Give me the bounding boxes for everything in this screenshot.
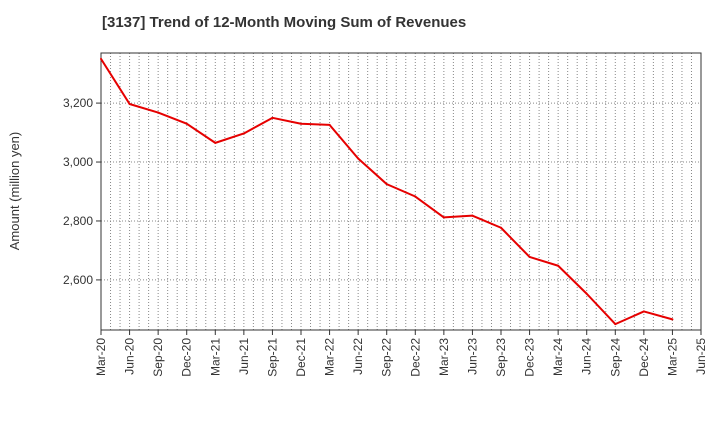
x-tick-label: Sep-20: [151, 338, 165, 377]
x-tick-label: Jun-23: [465, 338, 479, 375]
grid-layer: [101, 53, 701, 330]
axis-layer: [96, 52, 702, 335]
data-point: [385, 183, 388, 186]
data-point: [242, 132, 245, 135]
x-tick-label: Jun-24: [580, 338, 594, 375]
data-point: [157, 111, 160, 114]
x-tick-label: Dec-20: [180, 338, 194, 377]
x-tick-label: Dec-23: [523, 338, 537, 377]
chart-title: [3137] Trend of 12-Month Moving Sum of R…: [102, 14, 467, 31]
x-tick-label: Mar-22: [323, 338, 337, 376]
label-layer: 2,600 2,800 3,000 3,200 Mar-20 Jun-20 Sep-20 De…: [63, 96, 708, 377]
data-point: [557, 264, 560, 267]
data-point: [100, 57, 102, 60]
data-point: [357, 157, 360, 160]
x-tick-label: Sep-24: [608, 338, 622, 377]
x-tick-label: Sep-21: [265, 338, 279, 377]
y-axis-title: Amount (million yen): [7, 132, 22, 251]
x-tick-label: Mar-20: [94, 338, 108, 376]
data-point: [528, 255, 531, 258]
data-point: [214, 141, 217, 144]
series-layer: [100, 57, 674, 326]
x-tick-label: Jun-21: [237, 338, 251, 375]
data-point: [414, 195, 417, 198]
x-tick-label: Dec-21: [294, 338, 308, 377]
data-point: [471, 214, 474, 217]
data-point: [442, 216, 445, 219]
x-tick-label: Jun-22: [351, 338, 365, 375]
data-point: [328, 123, 331, 126]
x-tick-label: Jun-20: [123, 338, 137, 375]
y-tick-label: 2,600: [63, 273, 93, 287]
x-tick-label: Dec-24: [637, 338, 651, 377]
data-point: [271, 116, 274, 119]
data-point: [500, 226, 502, 229]
y-tick-label: 2,800: [63, 214, 93, 228]
x-tick-label: Mar-23: [437, 338, 451, 376]
plot-frame: [100, 52, 702, 331]
x-tick-label: Dec-22: [408, 338, 422, 377]
x-tick-label: Mar-24: [551, 338, 565, 376]
x-tick-label: Jun-25: [694, 338, 708, 375]
data-point: [642, 310, 645, 313]
x-tick-label: Mar-25: [665, 338, 679, 376]
y-tick-label: 3,200: [63, 96, 93, 110]
data-point: [671, 318, 674, 321]
x-tick-label: Mar-21: [208, 338, 222, 376]
x-tick-label: Sep-22: [380, 338, 394, 377]
y-tick-label: 3,000: [63, 155, 93, 169]
data-point: [128, 102, 131, 105]
data-point: [614, 323, 617, 326]
data-point: [185, 122, 188, 125]
data-point: [585, 292, 588, 295]
x-tick-label: Sep-23: [494, 338, 508, 377]
data-point: [300, 122, 302, 125]
